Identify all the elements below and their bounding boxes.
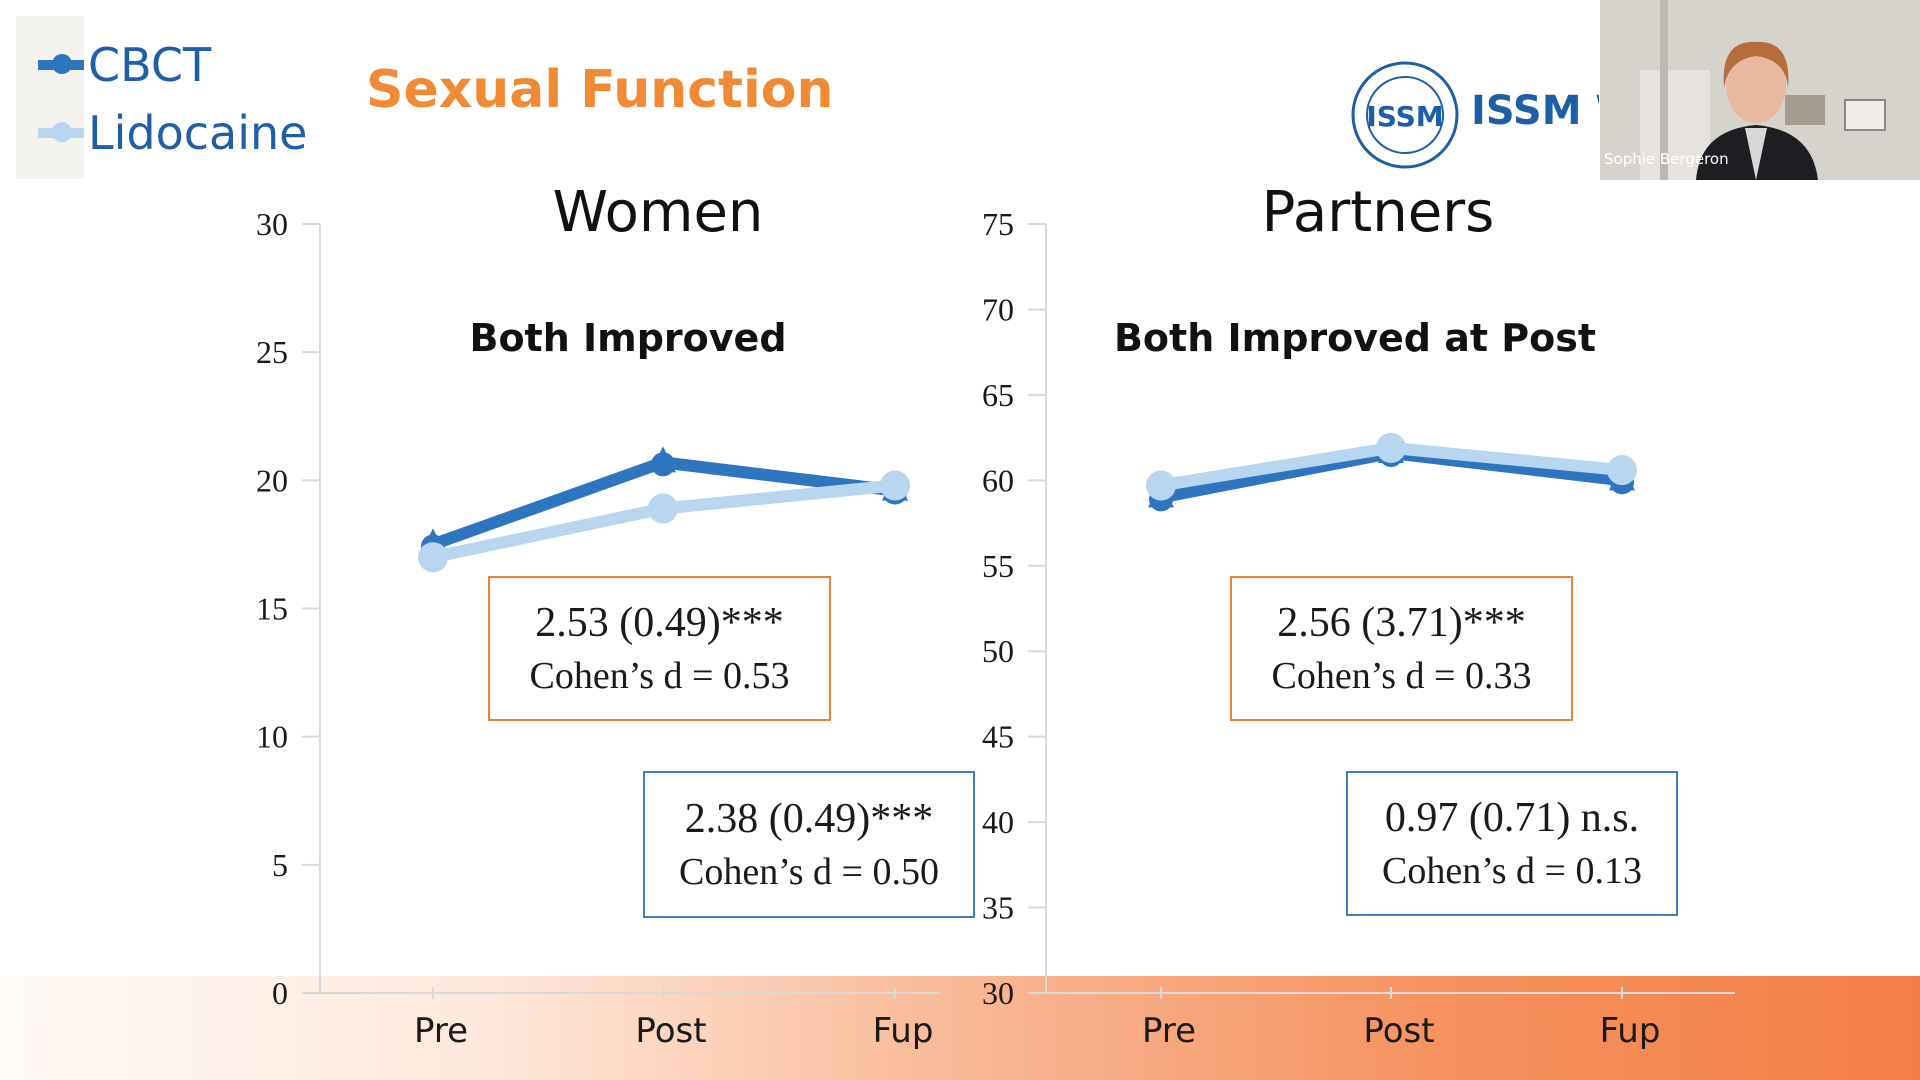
women-y-tick-label: 20 <box>256 462 288 498</box>
presenter-name-label: Sophie Bergeron <box>1604 150 1729 168</box>
women-cbct-stat-box: 2.53 (0.49)*** Cohen’s d = 0.53 <box>488 576 831 721</box>
legend-marker-lidocaine <box>38 122 84 142</box>
women-lidocaine-stat-box: 2.38 (0.49)*** Cohen’s d = 0.50 <box>643 771 975 918</box>
slide-title: Sexual Function <box>366 60 834 120</box>
logo-emblem-text: ISSM <box>1366 100 1443 133</box>
partners-chart-title: Partners <box>1261 180 1495 245</box>
women-data-point-core-cbct <box>651 452 675 477</box>
women-x-tick-label: Fup <box>873 1011 934 1051</box>
partners-y-tick-label: 45 <box>982 719 1014 755</box>
partners-data-point-lidocaine <box>1376 432 1406 463</box>
partners-y-tick-label: 75 <box>982 206 1014 242</box>
partners-x-tick-label: Post <box>1363 1011 1434 1051</box>
women-data-point-lidocaine <box>880 470 910 501</box>
women-y-tick-label: 15 <box>256 591 288 627</box>
legend-label-lidocaine: Lidocaine <box>88 106 308 160</box>
legend-label-cbct: CBCT <box>88 38 212 92</box>
women-cbct-stat-value: 2.53 (0.49)*** <box>535 599 784 646</box>
partners-y-tick-label: 35 <box>982 890 1014 926</box>
women-cbct-effect-size: Cohen’s d = 0.53 <box>529 654 790 697</box>
partners-y-tick-label: 70 <box>982 291 1014 327</box>
women-y-tick-label: 25 <box>256 334 288 370</box>
partners-y-tick-label: 65 <box>982 377 1014 413</box>
women-x-tick-label: Pre <box>414 1011 468 1051</box>
partners-y-tick-label: 30 <box>982 975 1014 1011</box>
issm-logo-emblem: ISSM <box>1351 61 1459 169</box>
partners-lidocaine-effect-size: Cohen’s d = 0.13 <box>1382 849 1642 892</box>
women-chart-subtitle: Both Improved <box>469 316 787 360</box>
partners-lidocaine-stat-value: 0.97 (0.71) n.s. <box>1384 794 1640 841</box>
partners-y-tick-label: 40 <box>982 804 1014 840</box>
presenter-webcam-video <box>1600 0 1920 180</box>
issm-logo-text: ISSM W <box>1471 88 1599 134</box>
women-lidocaine-effect-size: Cohen’s d = 0.50 <box>679 850 939 893</box>
legend-background <box>16 16 84 179</box>
legend-item-lidocaine: Lidocaine <box>38 103 307 163</box>
partners-x-tick-label: Fup <box>1600 1011 1661 1051</box>
partners-lidocaine-stat-box: 0.97 (0.71) n.s. Cohen’s d = 0.13 <box>1346 771 1678 916</box>
women-y-tick-label: 5 <box>272 847 288 883</box>
partners-chart-subtitle: Both Improved at Post <box>1113 316 1597 360</box>
women-y-tick-label: 30 <box>256 206 288 242</box>
legend-item-cbct: CBCT <box>38 35 211 95</box>
webcam-scene <box>1600 0 1920 180</box>
women-chart-title: Women <box>552 180 764 245</box>
partners-data-point-lidocaine <box>1607 455 1637 486</box>
women-lidocaine-stat-value: 2.38 (0.49)*** <box>684 795 934 842</box>
partners-data-point-lidocaine <box>1146 470 1176 501</box>
partners-y-tick-label: 55 <box>982 548 1014 584</box>
women-y-tick-label: 10 <box>256 719 288 755</box>
women-data-point-lidocaine <box>648 493 678 524</box>
women-data-point-lidocaine <box>418 542 448 573</box>
women-y-tick-label: 0 <box>272 975 288 1011</box>
partners-y-tick-label: 50 <box>982 633 1014 669</box>
women-x-tick-label: Post <box>635 1011 706 1051</box>
partners-x-tick-label: Pre <box>1142 1011 1196 1051</box>
partners-cbct-stat-box: 2.56 (3.71)*** Cohen’s d = 0.33 <box>1230 576 1573 721</box>
partners-y-tick-label: 60 <box>982 462 1014 498</box>
legend-marker-cbct <box>38 54 84 74</box>
partners-cbct-effect-size: Cohen’s d = 0.33 <box>1271 654 1532 697</box>
partners-cbct-stat-value: 2.56 (3.71)*** <box>1277 599 1526 646</box>
